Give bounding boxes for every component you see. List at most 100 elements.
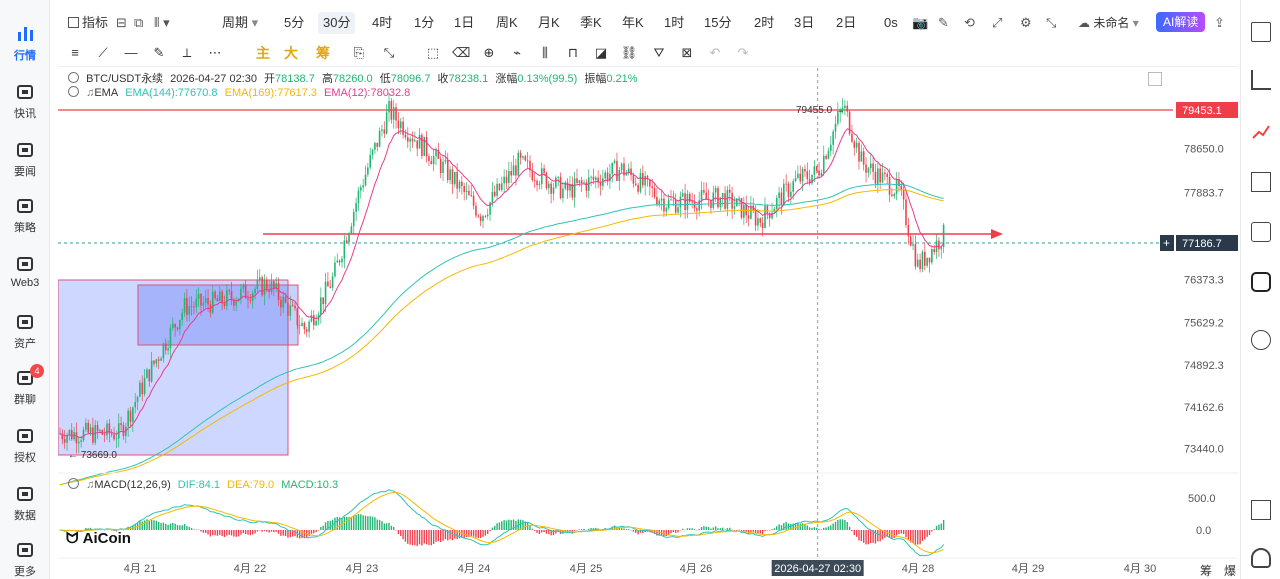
panel-icon[interactable]	[1251, 500, 1271, 520]
hide-icon[interactable]: ◪	[594, 45, 608, 60]
main-indicator-toggle[interactable]: 大	[284, 45, 298, 61]
interval-tab[interactable]: 季K	[580, 15, 602, 30]
ruler-icon[interactable]: ⟂	[182, 45, 192, 60]
range-box-inner[interactable]	[137, 284, 299, 346]
interval-tab[interactable]: 月K	[538, 15, 560, 30]
macd-bar	[552, 530, 555, 536]
layout-selector[interactable]: ☁ 未命名 ▾	[1078, 16, 1139, 30]
document-icon[interactable]	[1251, 22, 1271, 42]
candle-body	[902, 190, 905, 200]
link-icon[interactable]: ⛓	[620, 45, 638, 60]
interval-tab[interactable]: 3日	[794, 15, 815, 30]
main-indicator-toggle[interactable]: 筹	[316, 45, 330, 61]
compare-icon[interactable]: ⧉	[134, 15, 144, 30]
trend-line-icon[interactable]: ⟋	[98, 45, 108, 60]
candle-body	[146, 369, 148, 379]
more-icon[interactable]: ⋯	[208, 45, 222, 60]
support-icon[interactable]	[1251, 548, 1271, 568]
candle-body	[679, 196, 682, 208]
candle-body	[649, 179, 651, 187]
price-tag-tool-icon[interactable]: ⎘	[353, 45, 365, 60]
candle-type-icon[interactable]: ⫴ ▾	[154, 15, 170, 30]
macd-bar	[266, 530, 268, 532]
bot-icon[interactable]	[1251, 272, 1271, 292]
interval-tab[interactable]: 30分	[318, 12, 356, 34]
nav-item-2[interactable]: 要闻	[0, 134, 50, 186]
trash-icon[interactable]: ⊠	[681, 45, 693, 60]
chart-expand-icon[interactable]	[1148, 72, 1162, 86]
template-icon[interactable]: ⊟	[116, 15, 127, 30]
nav-item-5[interactable]: 资产	[0, 306, 50, 358]
menu-icon[interactable]: ≡	[71, 45, 79, 60]
eye-icon[interactable]	[68, 72, 79, 83]
nav-item-7[interactable]: 授权	[0, 420, 50, 472]
candle-body	[646, 175, 649, 180]
orderbook-icon[interactable]	[1251, 330, 1271, 350]
nav-item-1[interactable]: 快讯	[0, 76, 50, 128]
eraser-icon[interactable]: ⌫	[452, 45, 471, 60]
eye-icon[interactable]	[68, 478, 79, 489]
interval-tab[interactable]: 15分	[704, 15, 732, 30]
lock-icon[interactable]: ⊓	[567, 45, 579, 60]
liquidation-button[interactable]: 爆	[1224, 564, 1237, 578]
layers-icon[interactable]	[1251, 222, 1271, 242]
nav-item-9[interactable]: 更多	[0, 534, 50, 579]
bell-icon[interactable]: ♫	[86, 479, 95, 491]
macd-bar	[317, 530, 320, 531]
expand-icon[interactable]: ⤡	[1046, 15, 1057, 30]
nav-item-6[interactable]: 群聊 4	[0, 362, 50, 414]
range-box[interactable]	[57, 279, 289, 456]
interval-tab[interactable]: 1日	[454, 15, 475, 30]
pattern-icon[interactable]: ⫼	[542, 45, 548, 60]
nav-item-4[interactable]: Web3	[0, 248, 50, 300]
candlestick-chart[interactable]: 79455.0 → ← 73669.0 78650.0 77883.7 76373.3 7…	[57, 68, 1238, 579]
nav-item-0[interactable]: 行情	[0, 18, 50, 70]
interval-tab[interactable]: 周K	[496, 15, 518, 30]
undo-icon[interactable]: ↶	[709, 45, 721, 60]
monitor-icon[interactable]	[1251, 172, 1271, 192]
plus-icon[interactable]: +	[1163, 236, 1170, 250]
redo-icon[interactable]: ↷	[737, 45, 749, 60]
nav-item-3[interactable]: 策略	[0, 190, 50, 242]
ai-analysis-button[interactable]: AI解读	[1156, 12, 1206, 32]
settings-icon[interactable]: ⚙	[1020, 15, 1032, 30]
share-icon[interactable]: ⇪	[1214, 15, 1225, 30]
undo-layout-icon[interactable]: ⟲	[964, 15, 975, 30]
camera-icon[interactable]: 📷	[912, 15, 929, 30]
add-alert-icon[interactable]	[1160, 235, 1174, 251]
zoom-icon[interactable]: ⊕	[483, 45, 495, 60]
horizontal-line-icon[interactable]: —	[124, 45, 138, 60]
candle-body	[590, 176, 592, 178]
pen-icon[interactable]: ✎	[938, 15, 949, 30]
interval-tab[interactable]: 5分	[284, 15, 305, 30]
macd-bar	[526, 522, 529, 530]
nav-item-8[interactable]: 数据	[0, 478, 50, 530]
eye-icon[interactable]	[68, 86, 79, 97]
fullscreen-icon[interactable]: ⤢	[992, 15, 1003, 30]
candle-body	[113, 434, 115, 440]
chart-area[interactable]: 79455.0 → ← 73669.0 78650.0 77883.7 76373.3 7…	[57, 68, 1238, 579]
macd-bar	[228, 530, 230, 535]
interval-tab[interactable]: 1时	[664, 15, 685, 30]
interval-tab[interactable]: 2日	[836, 15, 857, 30]
interval-tab[interactable]: 1分	[414, 15, 435, 30]
chip-button[interactable]: 筹	[1200, 564, 1213, 578]
interval-tab[interactable]: 4时	[372, 15, 393, 30]
period-button[interactable]: 周期 ▾	[222, 15, 259, 30]
bell-icon[interactable]: ♫	[86, 87, 95, 99]
interval-tab[interactable]: 年K	[622, 15, 644, 30]
candle-body	[512, 165, 515, 176]
magnet-icon[interactable]: ⌁	[513, 45, 521, 60]
main-indicator-toggle[interactable]: 主	[256, 45, 270, 61]
interval-tab[interactable]: 2时	[754, 15, 775, 30]
brush-icon[interactable]: ✎	[153, 45, 165, 60]
select-icon[interactable]: ⬚	[426, 45, 440, 60]
indicators-button[interactable]: 指标	[68, 12, 108, 34]
candle-body	[484, 215, 487, 217]
measure-icon[interactable]: ⤡	[383, 45, 395, 60]
filter-icon[interactable]: ⛛	[653, 45, 665, 60]
trend-icon[interactable]	[1251, 122, 1271, 142]
candle-body	[888, 176, 891, 195]
macd-bar	[172, 522, 174, 530]
chart-line-icon[interactable]	[1251, 70, 1271, 90]
